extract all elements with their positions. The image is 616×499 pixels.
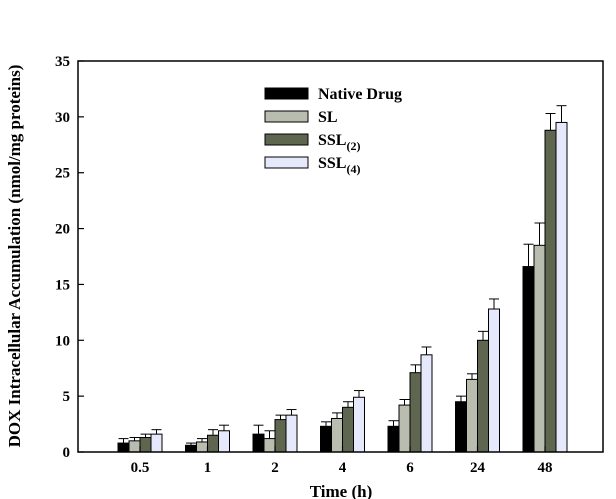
legend-label: SL xyxy=(318,109,338,126)
bar xyxy=(252,433,265,453)
y-tick-label: 30 xyxy=(55,110,70,126)
y-tick-label: 0 xyxy=(63,445,71,461)
bar xyxy=(331,417,343,453)
legend-swatch xyxy=(264,87,309,100)
y-axis-title: DOX Intracellular Accumulation (nmol/mg … xyxy=(5,65,24,448)
bar xyxy=(139,436,152,453)
bar xyxy=(398,404,411,453)
bar xyxy=(544,129,557,453)
bar xyxy=(477,339,489,453)
y-tick-label: 20 xyxy=(55,222,70,238)
y-tick-label: 10 xyxy=(55,333,70,349)
x-tick-label: 24 xyxy=(470,460,486,476)
bar xyxy=(117,442,130,453)
bar xyxy=(207,434,219,453)
x-axis-title: Time (h) xyxy=(310,482,373,499)
plot-area-frame xyxy=(77,60,604,453)
bar xyxy=(285,414,298,453)
y-tick-label: 15 xyxy=(55,277,70,293)
bar xyxy=(409,372,422,453)
legend-label: SSL(2) xyxy=(318,132,360,153)
bar xyxy=(274,419,287,453)
bar xyxy=(353,396,365,453)
legend-swatch xyxy=(264,133,309,146)
bar xyxy=(342,406,354,453)
bar xyxy=(185,444,197,453)
bar xyxy=(466,378,478,453)
y-tick-label: 35 xyxy=(55,54,70,70)
legend-label: SSL(4) xyxy=(318,155,360,176)
error-bars-layer xyxy=(118,105,567,446)
y-tick-label: 5 xyxy=(63,389,71,405)
bar xyxy=(488,308,500,453)
bar xyxy=(150,433,163,453)
bar xyxy=(128,440,141,453)
x-tick-label: 6 xyxy=(406,460,414,476)
bar xyxy=(196,441,208,453)
bar xyxy=(387,425,400,453)
y-tick-label: 25 xyxy=(55,166,70,182)
x-tick-label: 1 xyxy=(204,460,212,476)
x-tick-label: 4 xyxy=(339,460,347,476)
x-tick-label: 48 xyxy=(538,460,553,476)
legend-swatch xyxy=(264,110,309,123)
bar xyxy=(263,438,276,453)
legend-swatch xyxy=(264,156,309,169)
legend-label: Native Drug xyxy=(318,86,402,103)
bar xyxy=(522,266,535,453)
legend: Native Drug SL SSL(2)SSL(4) xyxy=(264,86,402,176)
bar xyxy=(455,401,467,453)
bar xyxy=(218,430,230,453)
x-tick-label: 2 xyxy=(271,460,279,476)
bar xyxy=(533,244,546,453)
bar xyxy=(320,425,332,453)
bar xyxy=(420,354,433,453)
bar xyxy=(555,121,568,453)
x-tick-label: 0.5 xyxy=(131,460,150,476)
